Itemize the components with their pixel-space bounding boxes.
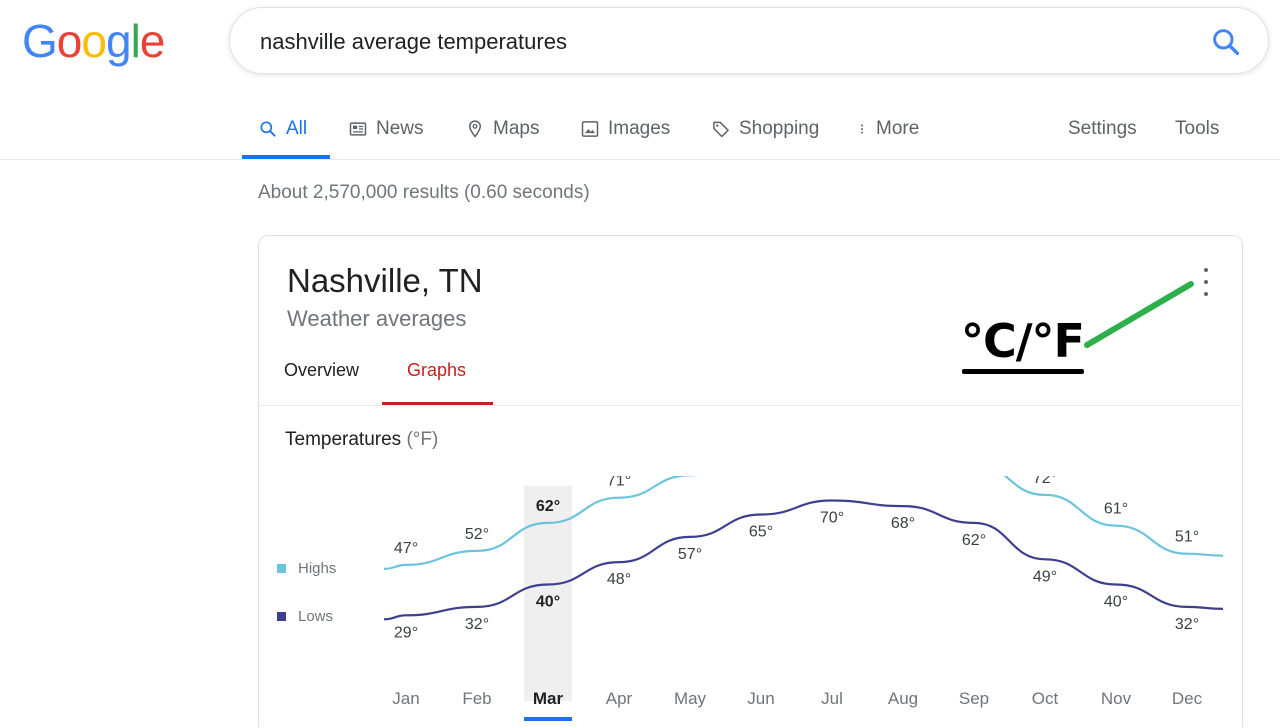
temperature-line-chart[interactable]: 47°52°62°71°79°87°90°89°83°72°61°51°29°3… [259,476,1243,728]
section-unit: (°F) [406,429,439,450]
tab-label: Maps [493,118,540,139]
card-subtitle: Weather averages [287,306,467,331]
logo-letter: e [139,15,166,67]
data-label: 61° [1104,501,1128,518]
x-tick-label: Mar [533,689,564,708]
selected-month-indicator [524,717,572,721]
more-vertical-icon [861,124,863,134]
tab-graphs[interactable]: Graphs [407,360,467,380]
search-box[interactable]: nashville average temperatures [229,7,1269,74]
data-label: 32° [465,616,489,633]
legend-item-highs: Highs [277,560,336,577]
settings-label: Settings [1068,118,1137,139]
x-tick-label: Jun [747,689,774,708]
tab-maps[interactable]: Maps [465,114,539,144]
x-tick-label: Jul [821,689,843,708]
newspaper-icon [349,122,367,136]
x-tick-label: May [674,689,707,708]
active-tab-indicator [242,155,330,159]
x-tick-label: Feb [462,689,491,708]
chart-section-title: Temperatures (°F) [285,429,438,451]
search-icon [260,121,276,137]
data-label: 71° [607,476,631,490]
x-tick-label: Sep [959,689,989,708]
data-label: 40° [1104,594,1128,611]
data-label: 40° [536,594,560,611]
logo-letter: o [56,15,83,67]
tab-label: Shopping [739,118,820,139]
logo-letter: G [22,15,58,67]
tools-label: Tools [1175,118,1220,139]
result-stats: About 2,570,000 results (0.60 seconds) [258,182,590,203]
tag-icon [713,121,729,138]
x-tick-label: Oct [1032,689,1059,708]
data-label: 51° [1175,529,1199,546]
data-label: 72° [1033,476,1057,487]
search-icon[interactable] [1210,26,1242,58]
map-pin-icon [468,120,482,138]
tools-link[interactable]: Tools [1175,114,1219,144]
search-input[interactable]: nashville average temperatures [260,29,567,54]
legend-item-lows: Lows [277,608,333,625]
x-tick-label: Jan [392,689,419,708]
tab-news[interactable]: News [348,114,424,144]
image-icon [581,121,599,137]
google-logo[interactable]: Google [22,14,166,68]
tab-label: Images [608,118,671,139]
weather-card: Nashville, TN Weather averages °C/°F Ove… [258,235,1243,728]
tab-all[interactable]: All [258,114,307,144]
x-tick-label: Nov [1101,689,1132,708]
logo-letter: l [130,15,141,67]
data-label: 47° [394,540,418,557]
annotation-underline [962,369,1084,374]
legend-swatch-lows [277,612,286,621]
data-label: 68° [891,515,915,532]
settings-link[interactable]: Settings [1068,114,1137,144]
data-label: 57° [678,546,702,563]
logo-letter: o [81,15,107,67]
tab-more[interactable]: More [856,114,919,144]
card-tabs: Overview Graphs [259,348,1242,406]
data-label: 29° [394,624,418,641]
data-label: 32° [1175,616,1199,633]
tab-label: More [876,118,920,139]
tab-shopping[interactable]: Shopping [711,114,819,144]
data-label: 70° [820,510,844,527]
x-tick-label: Aug [888,689,918,708]
series-line-lows [383,499,1224,621]
more-options-icon[interactable] [1200,268,1212,296]
x-tick-label: Dec [1172,689,1203,708]
tab-label: News [376,118,424,139]
tab-overview[interactable]: Overview [284,360,360,380]
data-label: 49° [1033,568,1057,585]
data-label: 62° [536,498,560,515]
data-label: 48° [607,571,631,588]
active-card-tab-indicator [382,402,493,405]
legend-swatch-highs [277,564,286,573]
series-line-highs [383,476,1224,570]
logo-letter: g [105,15,132,67]
search-nav-bar: All News Maps Images Shopping More Setti… [0,96,1280,160]
data-label: 65° [749,524,773,541]
data-label: 62° [962,532,986,549]
legend-label: Lows [298,608,334,625]
tab-label: All [286,118,308,139]
legend-label: Highs [298,560,337,577]
card-title: Nashville, TN [287,262,483,299]
section-label-text: Temperatures [285,429,402,450]
tab-images[interactable]: Images [580,114,670,144]
data-label: 52° [465,526,489,543]
x-tick-label: Apr [606,689,633,708]
unit-toggle-annotation: °C/°F [961,314,1085,368]
